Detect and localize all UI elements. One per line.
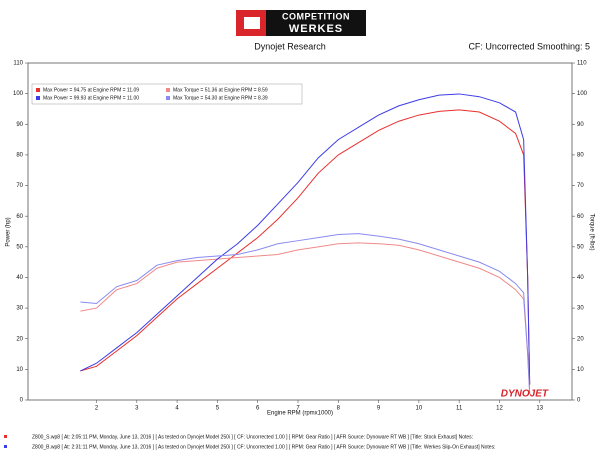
y2-tick-label: 40 — [577, 275, 584, 281]
x-tick-label: 6 — [256, 406, 260, 412]
y2-tick-label: 80 — [577, 152, 584, 158]
y2-tick-label: 10 — [577, 367, 584, 373]
y2-tick-label: 50 — [577, 244, 584, 250]
y-tick-label: 10 — [16, 367, 23, 373]
y-tick-label: 70 — [16, 183, 23, 189]
logo-icon-cut — [244, 17, 260, 29]
chart-subtitle: CF: Uncorrected Smoothing: 5 — [468, 41, 590, 51]
y-tick-label: 80 — [16, 152, 23, 158]
footer-swatch — [4, 445, 7, 448]
brand-logo: DYNOJET — [501, 389, 549, 400]
y-tick-label: 30 — [16, 306, 23, 312]
y2-tick-label: 110 — [577, 61, 587, 67]
legend-swatch — [166, 96, 170, 100]
y-tick-label: 50 — [16, 244, 23, 250]
y-axis-title: Power (hp) — [6, 217, 12, 246]
y-tick-label: 110 — [13, 61, 23, 67]
x-tick-label: 8 — [337, 406, 341, 412]
y-tick-label: 20 — [16, 336, 23, 342]
series-line — [80, 93, 531, 385]
logo-text: COMPETITION — [282, 11, 350, 21]
x-tick-label: 3 — [135, 406, 139, 412]
x-tick-label: 12 — [496, 406, 503, 412]
y2-tick-label: 60 — [577, 214, 584, 220]
y2-tick-label: 100 — [577, 91, 588, 97]
legend-swatch — [166, 88, 170, 92]
logo-text: WERKES — [289, 23, 343, 35]
footer-swatch — [4, 435, 7, 438]
x-tick-label: 4 — [175, 406, 179, 412]
x-tick-label: 7 — [296, 406, 300, 412]
y-tick-label: 100 — [13, 91, 24, 97]
legend-label: Max Torque = 54.30 at Engine RPM = 8.39 — [173, 95, 268, 101]
x-tick-label: 11 — [456, 406, 463, 412]
chart-title: Dynojet Research — [254, 41, 326, 51]
series-line — [80, 233, 531, 394]
legend: Max Power = 94.75 at Engine RPM = 11.09 M… — [31, 83, 303, 105]
legend-box — [31, 83, 303, 105]
y-tick-label: 0 — [20, 398, 24, 404]
footer-text: Z800_B.wp8 [ At: 2:31:11 PM, Monday, Jun… — [32, 444, 495, 450]
y-tick-label: 90 — [16, 122, 23, 128]
x-tick-label: 5 — [216, 406, 220, 412]
y-tick-label: 60 — [16, 214, 23, 220]
legend-label: Max Power = 94.75 at Engine RPM = 11.09 — [43, 87, 139, 93]
logo-box — [266, 10, 366, 36]
x-tick-label: 2 — [95, 406, 99, 412]
y-tick-label: 40 — [16, 275, 23, 281]
x-axis-title: Engine RPM (rpmx1000) — [267, 411, 333, 417]
series-line — [80, 109, 531, 385]
y2-tick-label: 0 — [577, 398, 581, 404]
legend-swatch — [36, 88, 40, 92]
x-tick-label: 13 — [536, 406, 543, 412]
logo: COMPETITION WERKES — [236, 10, 366, 36]
y2-axis-title: Torque (ft-lbs) — [588, 213, 594, 250]
x-tick-label: 10 — [416, 406, 423, 412]
series-line — [80, 242, 531, 394]
plot-frame — [27, 62, 573, 401]
y2-tick-label: 70 — [577, 183, 584, 189]
legend-label: Max Power = 99.93 at Engine RPM = 11.00 — [43, 95, 139, 101]
x-tick-label: 9 — [377, 406, 381, 412]
legend-swatch — [36, 96, 40, 100]
footer-text: Z800_S.wp8 [ At: 2:05:11 PM, Monday, Jun… — [32, 434, 473, 440]
legend-label: Max Torque = 51.36 at Engine RPM = 8.59 — [173, 87, 268, 93]
y2-tick-label: 30 — [577, 306, 584, 312]
y2-tick-label: 20 — [577, 336, 584, 342]
y2-tick-label: 90 — [577, 122, 584, 128]
